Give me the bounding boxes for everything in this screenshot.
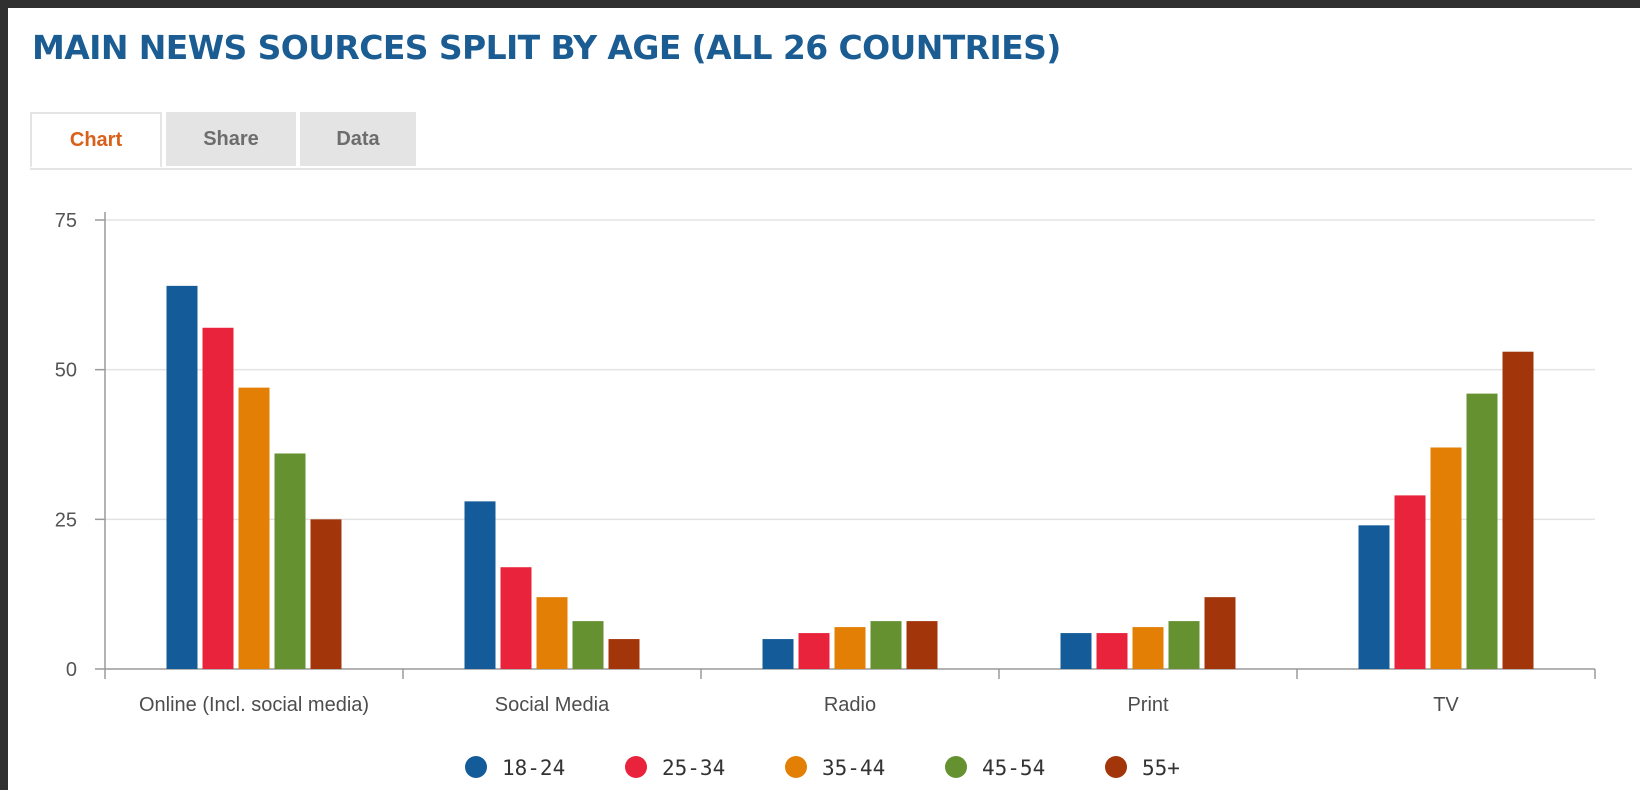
bar-45-54-4 [1466,393,1498,669]
bar-25-34-2 [798,633,830,669]
legend-item[interactable]: 18-24 [465,756,565,780]
bar-35-44-1 [536,597,568,669]
bar-45-54-0 [274,453,306,669]
bar-45-54-1 [572,621,604,669]
bar-55+-0 [310,519,342,669]
x-category-label: Print [1127,694,1169,716]
page-title: MAIN NEWS SOURCES SPLIT BY AGE (ALL 26 C… [32,28,1061,67]
bar-35-44-3 [1132,627,1164,669]
bar-45-54-3 [1168,621,1200,669]
tab-share[interactable]: Share [166,112,296,166]
bar-25-34-3 [1096,633,1128,669]
bar-18-24-1 [464,501,496,669]
tab-bar: Chart Share Data [30,112,1632,170]
y-tick-label: 75 [55,210,77,232]
bar-55+-2 [906,621,938,669]
x-category-label: Online (Incl. social media) [139,694,369,716]
bar-35-44-2 [834,627,866,669]
bar-18-24-3 [1060,633,1092,669]
bar-35-44-0 [238,387,270,669]
y-tick-label: 50 [55,360,77,382]
legend-marker [465,756,487,778]
y-tick-label: 25 [55,509,77,531]
tab-chart[interactable]: Chart [30,112,162,168]
bar-25-34-4 [1394,495,1426,669]
legend-label: 25-34 [662,756,725,780]
legend-label: 18-24 [502,756,565,780]
legend-marker [1105,756,1127,778]
legend-label: 55+ [1142,756,1180,780]
x-category-label: TV [1433,694,1459,716]
legend-marker [625,756,647,778]
legend-item[interactable]: 45-54 [945,756,1045,780]
bar-55+-1 [608,639,640,669]
y-tick-label: 0 [66,659,77,681]
bar-55+-4 [1502,351,1534,669]
tab-data[interactable]: Data [300,112,416,166]
x-category-label: Social Media [495,694,610,716]
legend-label: 45-54 [982,756,1045,780]
legend-item[interactable]: 55+ [1105,756,1180,780]
bar-35-44-4 [1430,447,1462,669]
bar-18-24-0 [166,285,198,669]
legend-label: 35-44 [822,756,885,780]
legend-item[interactable]: 35-44 [785,756,885,780]
legend-marker [945,756,967,778]
bar-55+-3 [1204,597,1236,669]
bar-45-54-2 [870,621,902,669]
bar-25-34-1 [500,567,532,669]
bar-18-24-2 [762,639,794,669]
legend-marker [785,756,807,778]
x-category-label: Radio [824,694,876,716]
bar-18-24-4 [1358,525,1390,669]
bar-25-34-0 [202,327,234,669]
legend-item[interactable]: 25-34 [625,756,725,780]
